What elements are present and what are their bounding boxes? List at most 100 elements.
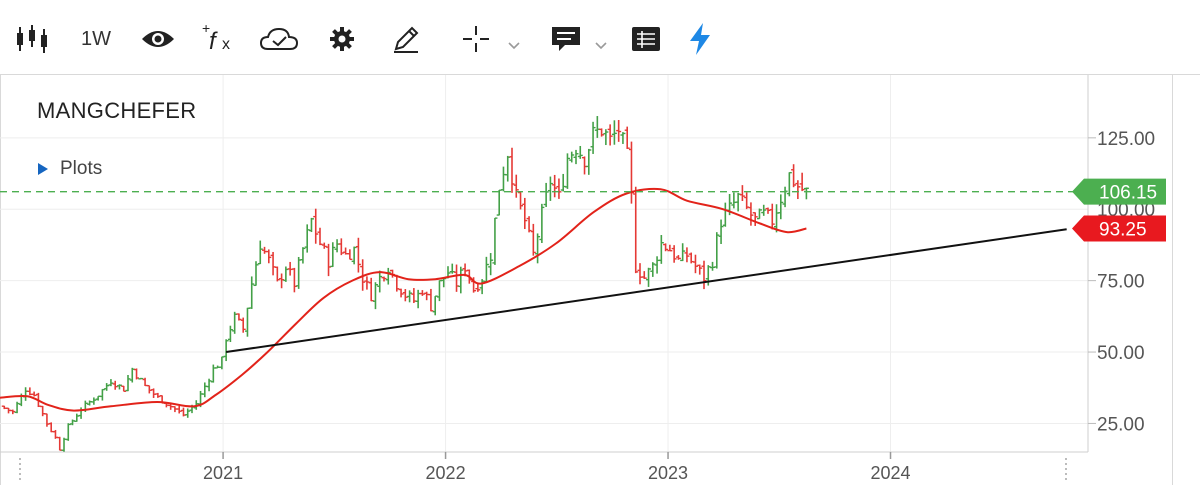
ohlc-bar — [658, 235, 664, 264]
ohlc-bar — [347, 249, 353, 261]
ohlc-bar — [786, 171, 792, 197]
ohlc-bar — [778, 194, 784, 220]
ohlc-bar — [522, 197, 528, 230]
ohlc-bar — [31, 391, 37, 397]
ohlc-bar — [121, 385, 127, 392]
ohlc-bar — [663, 243, 669, 252]
ohlc-bar — [415, 289, 421, 309]
comment-icon[interactable] — [546, 22, 586, 56]
ohlc-bar — [616, 120, 622, 142]
ohlc-bar — [385, 267, 391, 285]
ohlc-bar — [343, 247, 349, 255]
x-tick-label: 2023 — [648, 463, 688, 483]
ohlc-bar — [372, 282, 378, 310]
ohlc-bar — [313, 208, 319, 244]
ohlc-bar — [411, 288, 417, 304]
ohlc-bar — [799, 172, 805, 192]
chevron-down-icon[interactable] — [594, 38, 608, 56]
ohlc-bar — [710, 261, 716, 271]
ohlc-bar — [475, 283, 481, 292]
ohlc-bar — [671, 245, 677, 263]
ohlc-bar — [646, 267, 652, 287]
ohlc-bar — [505, 155, 511, 182]
chevron-down-icon[interactable] — [507, 38, 521, 56]
ohlc-bar — [308, 217, 314, 233]
ohlc-bar — [488, 253, 494, 276]
ohlc-bar — [769, 203, 775, 230]
ohlc-bar — [479, 279, 485, 295]
ohlc-bar — [104, 383, 110, 391]
ohlc-bar — [108, 379, 114, 387]
ohlc-bar — [236, 313, 242, 321]
ohlc-bar — [756, 208, 762, 220]
x-tick-label: 2022 — [426, 463, 466, 483]
ohlc-bar — [530, 223, 536, 256]
plots-toggle[interactable]: Plots — [38, 158, 102, 180]
chart-frame-right — [1172, 75, 1173, 485]
support-trendline — [225, 228, 1067, 354]
ohlc-bar — [748, 202, 754, 226]
ohlc-bar — [270, 251, 276, 276]
ohlc-bar — [560, 173, 566, 192]
ohlc-bar — [304, 224, 310, 253]
candlestick-chart-icon[interactable] — [12, 22, 52, 56]
expand-triangle-icon[interactable] — [38, 163, 48, 175]
pencil-icon[interactable] — [388, 22, 424, 56]
ohlc-bar — [803, 187, 809, 200]
y-tick-label: 75.00 — [1097, 272, 1145, 293]
moving-average-line — [0, 187, 807, 412]
ohlc-bar — [714, 232, 720, 269]
ohlc-bar — [283, 266, 289, 282]
ohlc-bar — [492, 217, 498, 265]
ohlc-bar — [744, 192, 750, 210]
ohlc-bar — [547, 176, 553, 201]
ohlc-bar — [509, 147, 515, 193]
lightning-icon[interactable] — [684, 22, 716, 56]
chart-toolbar: 1W + f x — [0, 0, 1200, 75]
table-icon[interactable] — [626, 22, 666, 56]
ohlc-bar — [206, 378, 212, 392]
ohlc-bar — [338, 238, 344, 256]
ohlc-bar — [556, 178, 562, 199]
ohlc-bar — [586, 148, 592, 175]
ohlc-bar — [620, 132, 626, 144]
chart-grid — [0, 75, 1088, 452]
ohlc-bar — [765, 207, 771, 214]
ohlc-bar — [791, 164, 797, 188]
eye-icon[interactable] — [138, 22, 178, 56]
ohlc-bar — [61, 437, 67, 452]
price-badges: 106.15 93.25 — [1072, 178, 1166, 242]
ohlc-bar — [44, 413, 50, 427]
moving-average-badge-label: 93.25 — [1099, 220, 1147, 241]
ohlc-bar — [496, 189, 502, 216]
fx-indicator-icon[interactable]: + f x — [198, 21, 238, 56]
ohlc-bar — [624, 126, 630, 149]
ohlc-bar — [428, 288, 434, 312]
ohlc-bar — [262, 246, 268, 254]
crosshair-icon[interactable] — [458, 22, 494, 56]
ohlc-bar — [782, 186, 788, 208]
ohlc-bar — [569, 151, 575, 163]
ohlc-bar — [351, 246, 357, 265]
ohlc-bar — [795, 180, 801, 200]
ohlc-bar — [227, 325, 233, 343]
ohlc-bar — [330, 242, 336, 268]
cloud-icon[interactable] — [258, 22, 300, 56]
ohlc-bar — [543, 182, 549, 207]
interval-button[interactable]: 1W — [81, 27, 111, 50]
gear-icon[interactable] — [324, 22, 360, 56]
ohlc-bar — [368, 277, 374, 302]
ohlc-bar — [483, 256, 489, 283]
ohlc-bar — [134, 368, 140, 380]
ohlc-bar — [582, 156, 588, 175]
ohlc-bar — [317, 227, 323, 246]
ohlc-bar — [240, 317, 246, 333]
ohlc-bar — [326, 243, 332, 277]
ohlc-bar — [599, 128, 605, 137]
ohlc-bar — [701, 260, 707, 290]
symbol-name: MANGCHEFER — [37, 98, 197, 123]
ohlc-bar — [151, 388, 157, 398]
ohlc-bar — [232, 311, 238, 334]
